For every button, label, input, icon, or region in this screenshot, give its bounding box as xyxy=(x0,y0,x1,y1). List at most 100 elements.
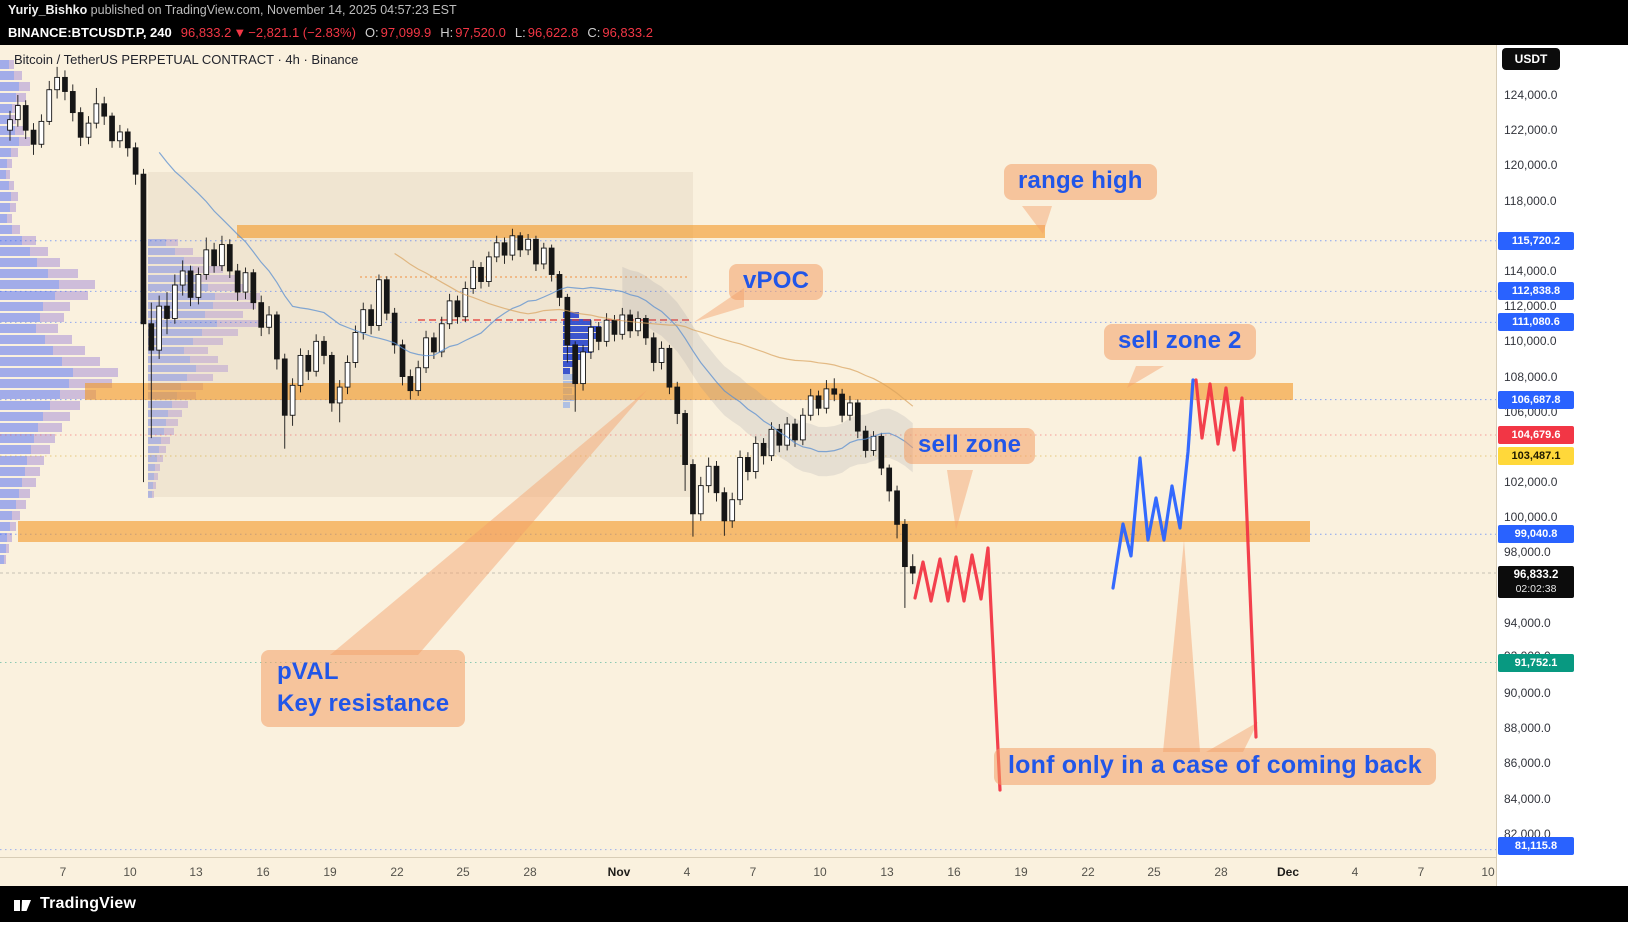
volume-bar xyxy=(0,225,12,234)
callout-wedge[interactable] xyxy=(1022,206,1052,234)
tradingview-brand-text[interactable]: TradingView xyxy=(40,895,137,912)
volume-bar xyxy=(184,257,208,264)
volume-bar xyxy=(12,225,20,234)
volume-bar xyxy=(0,203,10,212)
time-tick-label: 10 xyxy=(813,865,827,879)
candle-body xyxy=(7,119,13,131)
volume-bar xyxy=(0,489,19,498)
candle-body xyxy=(886,467,893,492)
volume-bar xyxy=(16,93,26,102)
annotation-pval-key-resistance[interactable]: pVAL Key resistance xyxy=(261,650,466,728)
close-value: 96,833.2 xyxy=(602,24,653,40)
supply-zone-rect[interactable] xyxy=(237,225,1045,238)
volume-bar xyxy=(15,126,24,135)
volume-bar xyxy=(196,365,228,372)
tradingview-logo-icon[interactable] xyxy=(12,894,33,915)
candle-body xyxy=(446,300,453,325)
chart-legend-title: Bitcoin / TetherUS PERPETUAL CONTRACT · … xyxy=(14,52,359,67)
volume-bar xyxy=(0,434,34,443)
volume-bar xyxy=(0,148,11,157)
volume-bar xyxy=(50,401,80,410)
callout-wedge[interactable] xyxy=(947,470,973,530)
price-chart-canvas[interactable] xyxy=(0,45,1496,857)
volume-bar xyxy=(45,335,72,344)
volume-bar xyxy=(0,258,37,267)
candle-body xyxy=(839,393,845,416)
volume-bar xyxy=(0,544,6,553)
time-tick-label: 25 xyxy=(456,865,470,879)
candle-body xyxy=(486,256,492,282)
volume-bar xyxy=(0,500,16,509)
volume-bar xyxy=(148,347,184,354)
currency-toggle-button[interactable]: USDT xyxy=(1502,48,1560,70)
price-scale[interactable]: USDT 96,833.2 02:02:38 124,000.0 122,000.… xyxy=(1496,45,1628,886)
candle-body xyxy=(854,402,861,432)
price-tick-label: 98,000.0 xyxy=(1504,545,1551,559)
candle-body xyxy=(423,337,429,369)
volume-bar xyxy=(36,324,58,333)
candle-body xyxy=(431,337,437,353)
callout-wedge[interactable] xyxy=(1127,366,1164,388)
candle-body xyxy=(666,347,673,388)
volume-bar xyxy=(201,275,236,282)
annotation-vpoc[interactable]: vPOC xyxy=(729,264,824,300)
volume-bar xyxy=(148,356,190,363)
volume-bar xyxy=(148,338,193,345)
time-tick-label: 7 xyxy=(1417,865,1425,879)
candle-body xyxy=(690,464,696,515)
symbol-name: BINANCE:BTCUSDT.P, 240 xyxy=(8,24,172,40)
volume-bar xyxy=(7,159,12,168)
candle-body xyxy=(117,131,123,142)
volume-bar xyxy=(148,419,166,426)
time-tick-label: 22 xyxy=(390,865,404,879)
candle-body xyxy=(800,414,806,441)
projection-red-breakdown[interactable] xyxy=(913,546,1002,792)
volume-bar xyxy=(53,346,85,355)
supply-zone-rect[interactable] xyxy=(18,521,1310,542)
annotation-sell-zone[interactable]: sell zone xyxy=(904,428,1036,464)
annotation-sell-zone-2[interactable]: sell zone 2 xyxy=(1104,324,1256,360)
annotation-pval-line1: pVAL xyxy=(277,658,339,685)
volume-bar xyxy=(148,491,152,498)
candle-body xyxy=(85,122,92,138)
candle-body xyxy=(124,131,131,149)
volume-bar xyxy=(7,214,12,223)
candle-body xyxy=(407,376,414,392)
candle-body xyxy=(46,89,53,122)
callout-wedge[interactable] xyxy=(330,390,647,655)
candle-body xyxy=(179,270,186,286)
current-price-badge: 96,833.2 02:02:38 xyxy=(1498,566,1574,598)
volume-bar xyxy=(43,412,70,421)
volume-bar xyxy=(0,247,30,256)
volume-bar xyxy=(148,365,196,372)
volume-bar xyxy=(73,368,118,377)
candle-body xyxy=(368,309,374,326)
volume-bar xyxy=(184,347,208,354)
down-arrow-icon: ▼ xyxy=(233,24,247,40)
callout-wedge[interactable] xyxy=(1206,722,1258,752)
projection-red-rejection[interactable] xyxy=(1194,378,1258,739)
supply-zone-rect[interactable] xyxy=(85,383,1293,400)
candle-body xyxy=(548,247,555,275)
projection-blue-recovery[interactable] xyxy=(1111,378,1195,590)
volume-bar xyxy=(0,71,14,80)
volume-bar xyxy=(0,379,69,388)
volume-bar xyxy=(202,329,238,336)
candle-body xyxy=(258,302,265,328)
volume-bar xyxy=(22,236,36,245)
last-price: 96,833.2 xyxy=(180,24,232,40)
annotation-range-high[interactable]: range high xyxy=(1004,164,1157,200)
volume-bar xyxy=(148,257,184,264)
volume-bar xyxy=(161,437,170,444)
time-axis[interactable]: 7 10 13 16 19 22 25 28 Nov 4 7 10 13 16 19 22 25 28 Dec 4 7 1… xyxy=(0,857,1496,886)
volume-bar xyxy=(27,456,44,465)
candle-body xyxy=(768,428,775,457)
callout-wedge[interactable] xyxy=(1163,540,1200,752)
volume-bar xyxy=(0,357,62,366)
time-tick-label: Dec xyxy=(1276,865,1299,879)
volume-bar xyxy=(148,428,164,435)
candle-body xyxy=(77,112,84,138)
candle-body xyxy=(776,428,783,446)
annotation-long-note[interactable]: lonf only in a case of coming back xyxy=(994,748,1436,785)
